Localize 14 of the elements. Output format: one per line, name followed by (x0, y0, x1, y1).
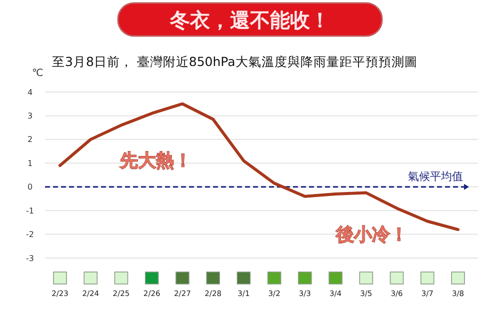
y-tick-label: 1 (27, 158, 33, 168)
y-tick-label: -3 (26, 254, 34, 263)
y-axis-title: ℃ (32, 68, 44, 79)
ref-line-label: 氣候平均值 (408, 170, 463, 183)
annotation: 後小冷！ (335, 224, 408, 246)
y-tick-label: 3 (27, 112, 33, 121)
annotation: 先大熱！ (119, 150, 192, 172)
chart-title: 冬衣，還不能收！ (169, 8, 330, 32)
y-tick-label: 0 (27, 182, 33, 192)
y-tick-label: 4 (27, 88, 33, 97)
y-tick-label: 2 (27, 135, 33, 144)
y-tick-label: -1 (26, 206, 34, 216)
chart-subtitle: 至3月8日前， 臺灣附近850hPa大氣溫度與降雨量距平預預測圖 (52, 54, 418, 69)
y-tick-label: -2 (26, 230, 34, 240)
